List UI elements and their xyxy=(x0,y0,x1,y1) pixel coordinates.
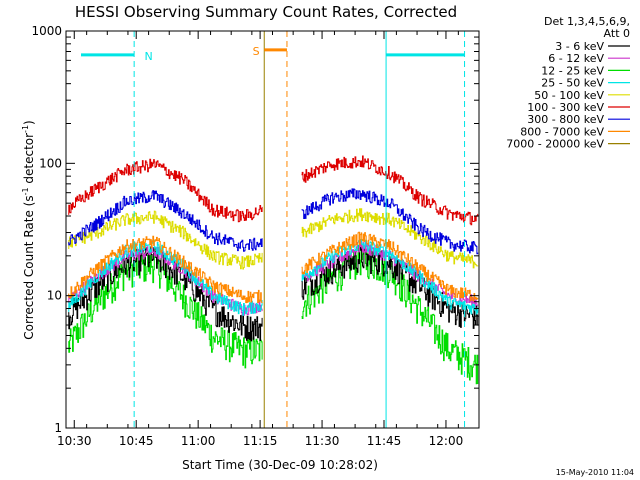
y-axis-label-end: ) xyxy=(22,120,36,125)
x-tick-label: 11:15 xyxy=(243,434,278,448)
legend-label: 6 - 12 keV xyxy=(548,52,604,65)
x-axis: 10:30 10:45 11:00 11:15 11:30 11:45 12:00 xyxy=(57,31,480,448)
saa-label: S xyxy=(253,45,260,58)
series-layer xyxy=(68,155,479,429)
night-label: N xyxy=(144,50,152,63)
x-tick-label: 11:45 xyxy=(367,434,402,448)
legend-label: 3 - 6 keV xyxy=(555,40,604,53)
y-axis-label-mid: detector xyxy=(22,133,36,188)
chart-title: HESSI Observing Summary Count Rates, Cor… xyxy=(75,3,457,21)
plot-frame xyxy=(65,30,480,429)
y-tick-label: 10 xyxy=(47,289,62,303)
y-tick-label: 1000 xyxy=(31,24,62,38)
legend-header-line2: Att 0 xyxy=(604,27,630,40)
series-line xyxy=(68,246,479,342)
series-line xyxy=(68,188,479,255)
legend-label: 7000 - 20000 keV xyxy=(506,138,604,151)
y-axis-label-sup2: -1 xyxy=(21,125,30,133)
legend-label: 300 - 800 keV xyxy=(527,113,604,126)
x-tick-label: 12:00 xyxy=(429,434,464,448)
legend-label: 50 - 100 keV xyxy=(534,89,604,102)
x-axis-label: Start Time (30-Dec-09 10:28:02) xyxy=(182,458,378,472)
x-tick-label: 10:30 xyxy=(57,434,92,448)
series-line xyxy=(68,155,479,226)
y-axis-label: Corrected Count Rate (s-1 detector-1) xyxy=(21,120,36,339)
x-tick-label: 10:45 xyxy=(119,434,154,448)
legend-header-line1: Det 1,3,4,5,6,9, xyxy=(544,15,630,28)
series-line xyxy=(68,231,479,304)
footer-timestamp: 15-May-2010 11:04 xyxy=(556,468,634,477)
legend-label: 100 - 300 keV xyxy=(527,101,604,114)
x-tick-label: 11:00 xyxy=(181,434,216,448)
y-tick-label: 1 xyxy=(54,421,62,435)
y-axis-label-main: Corrected Count Rate (s xyxy=(22,195,36,339)
y-tick-label: 100 xyxy=(39,156,62,170)
series-line xyxy=(68,239,479,316)
series-line xyxy=(68,208,479,270)
legend-label: 25 - 50 keV xyxy=(541,77,604,90)
y-axis: 1 10 100 1000 xyxy=(31,24,479,435)
legend-label: 800 - 7000 keV xyxy=(520,125,604,138)
y-axis-label-sup1: -1 xyxy=(21,187,30,195)
x-tick-label: 11:30 xyxy=(305,434,340,448)
legend-label: 12 - 25 keV xyxy=(541,64,604,77)
